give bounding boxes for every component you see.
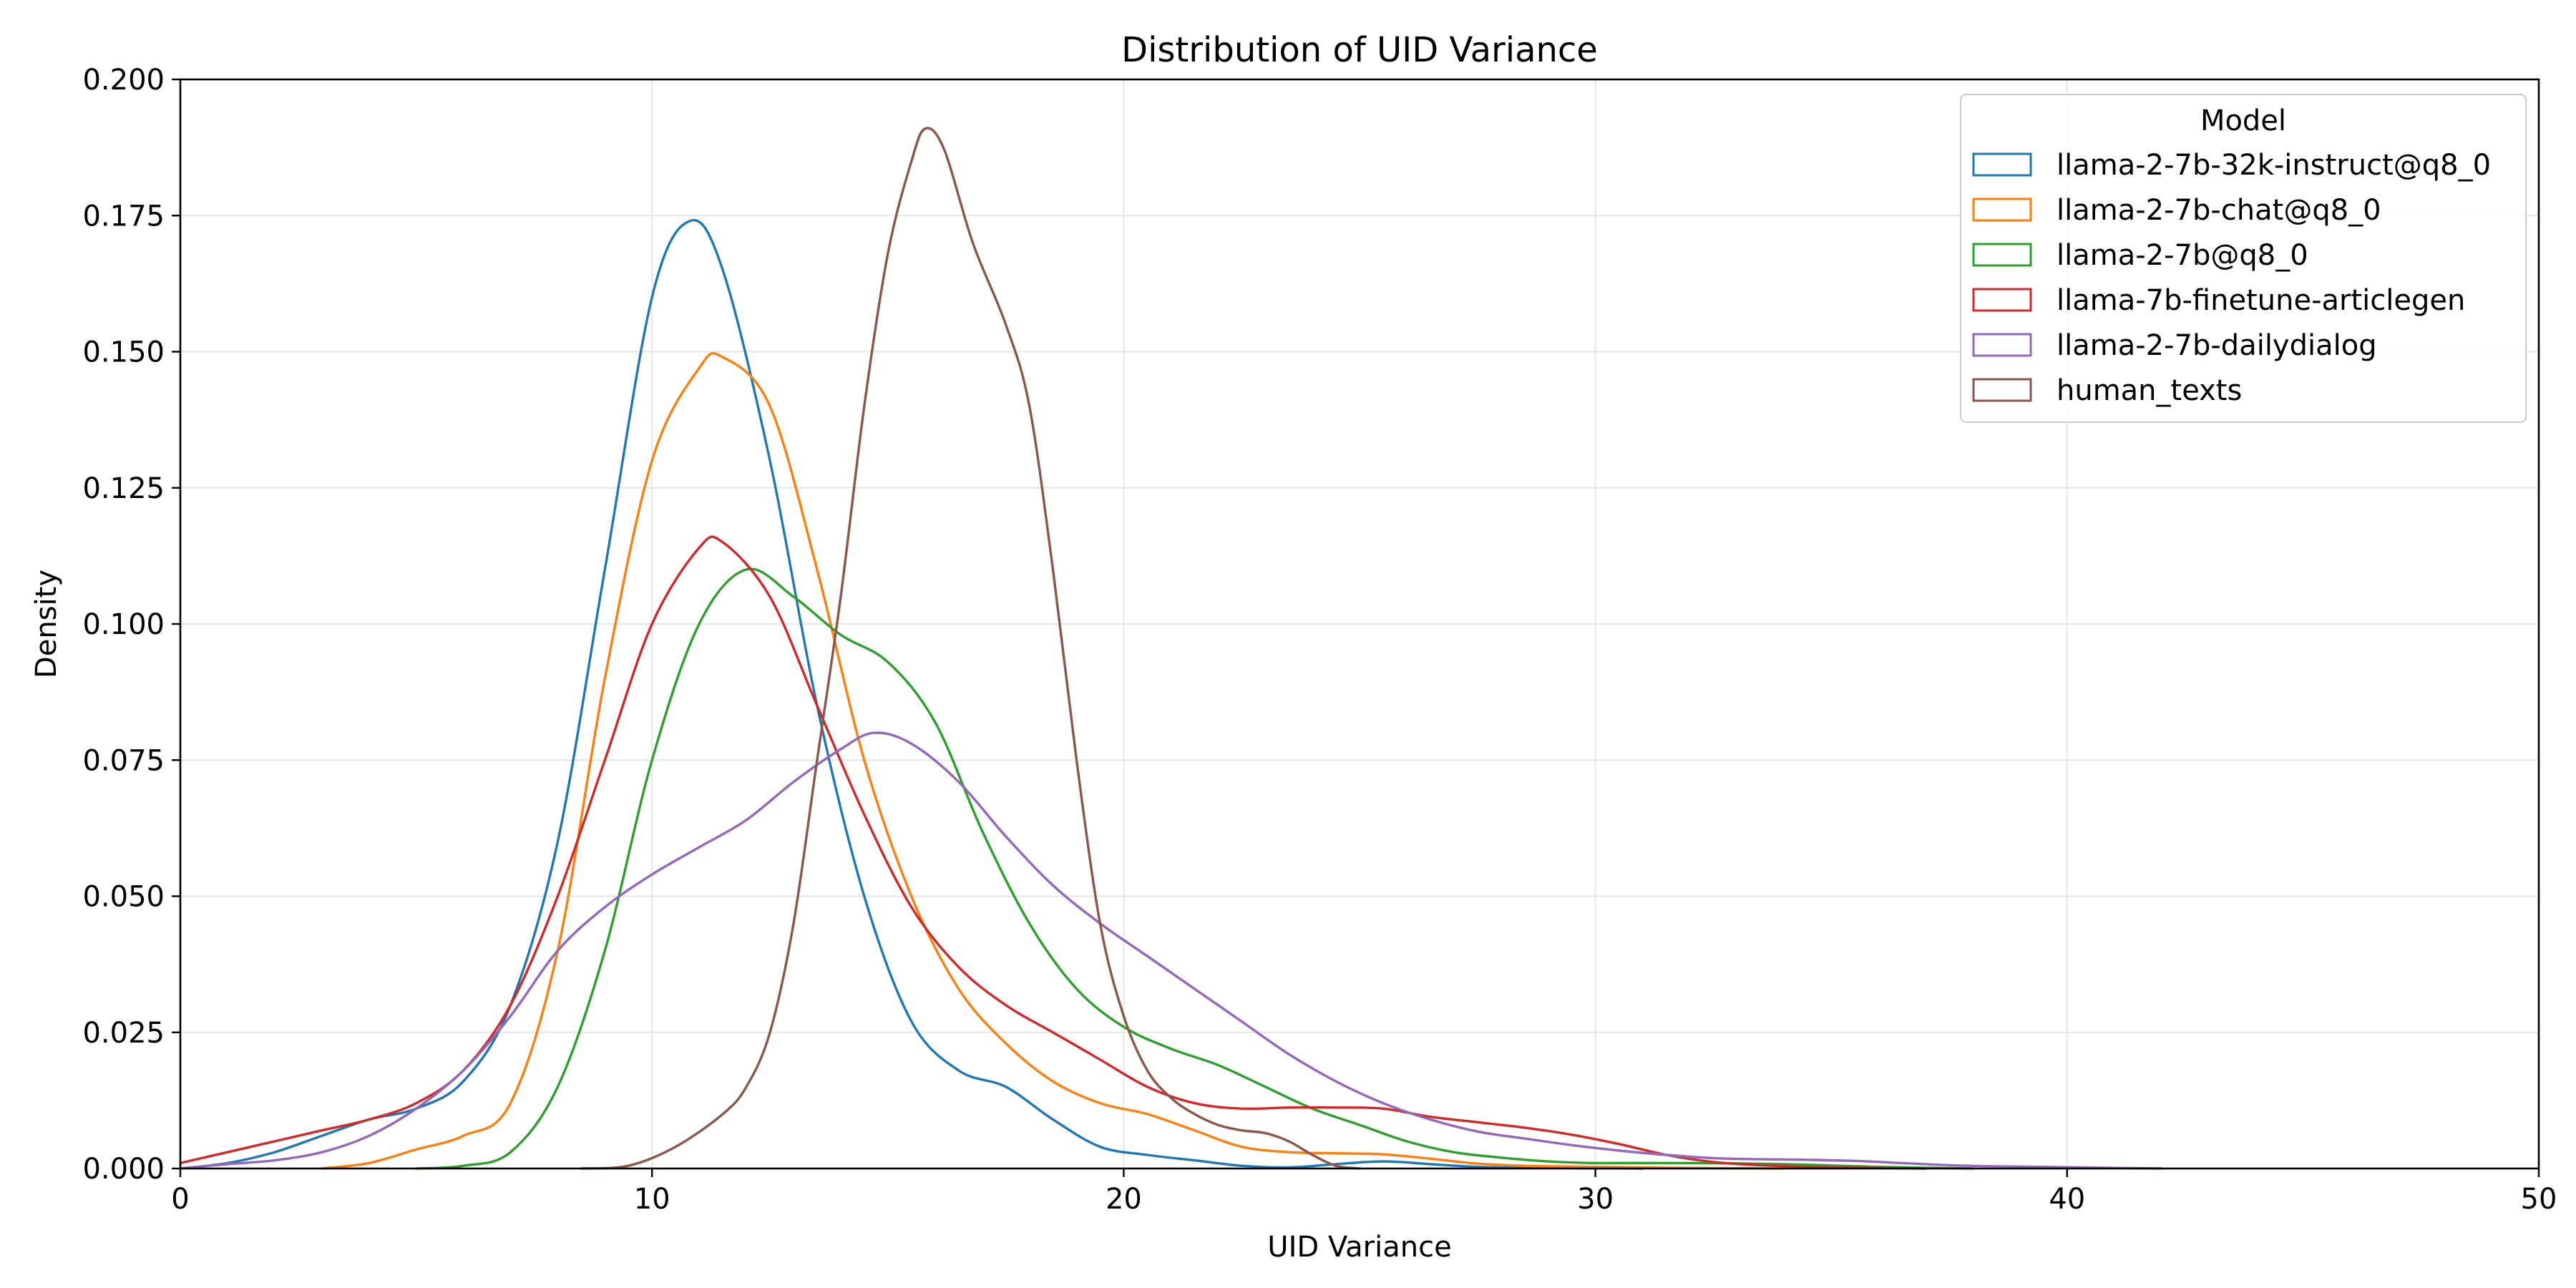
chart-title: Distribution of UID Variance (1121, 30, 1598, 70)
series-line-4 (179, 535, 1927, 1170)
legend-label: llama-2-7b-dailydialog (2057, 329, 2377, 362)
y-tick-label: 0.175 (82, 200, 165, 233)
x-tick-label: 0 (171, 1183, 189, 1216)
legend-swatch (1972, 243, 2032, 267)
x-axis-label: UID Variance (1267, 1231, 1451, 1264)
y-axis-label: Density (30, 570, 63, 678)
x-tick-label: 50 (2521, 1183, 2557, 1216)
legend-box (1960, 94, 2527, 423)
series-line-5 (179, 731, 2163, 1170)
legend-swatch (1972, 152, 2032, 177)
axis-ticks: 0 10 20 30 40 50 0.000 0.025 0.050 0.075 0.100 0.12… (82, 64, 2557, 1216)
y-tick-label: 0.025 (82, 1017, 165, 1050)
legend-label: human_texts (2057, 374, 2242, 407)
x-tick-label: 20 (1106, 1183, 1142, 1216)
y-tick-label: 0.050 (82, 881, 165, 914)
series-line-6 (580, 127, 1361, 1170)
y-tick-label: 0.125 (82, 472, 165, 505)
x-tick-label: 10 (634, 1183, 670, 1216)
series-line-3 (414, 567, 1974, 1170)
series-line-1 (179, 219, 1644, 1170)
density-curves (179, 127, 2163, 1170)
legend-swatch (1972, 288, 2032, 312)
y-tick-label: 0.100 (82, 608, 165, 641)
x-tick-label: 40 (2049, 1183, 2085, 1216)
legend-items: llama-2-7b-32k-instruct@q8_0 llama-2-7b-c… (1972, 149, 2491, 407)
y-tick-label: 0.000 (82, 1153, 165, 1186)
legend-title: Model (2200, 104, 2286, 137)
legend-label: llama-2-7b@q8_0 (2057, 239, 2308, 272)
y-tick-label: 0.150 (82, 336, 165, 369)
x-tick-label: 30 (1577, 1183, 1614, 1216)
y-tick-label: 0.200 (82, 64, 165, 97)
y-tick-label: 0.075 (82, 744, 165, 777)
legend-label: llama-2-7b-chat@q8_0 (2057, 194, 2381, 227)
legend-swatch (1972, 333, 2032, 357)
legend: Model llama-2-7b-32k-instruct@q8_0llama-… (1960, 94, 2527, 423)
legend-swatch (1972, 197, 2032, 222)
legend-label: llama-7b-finetune-articlegen (2057, 284, 2465, 317)
legend-swatch (1972, 378, 2032, 402)
series-line-2 (321, 351, 1785, 1170)
legend-label: llama-2-7b-32k-instruct@q8_0 (2057, 149, 2491, 182)
